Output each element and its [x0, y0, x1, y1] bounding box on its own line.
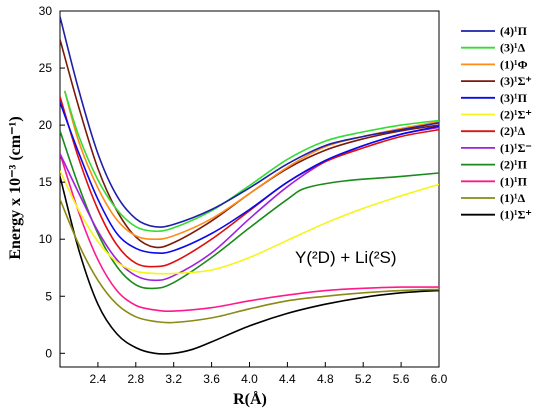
- x-tick-label: 2.8: [127, 372, 144, 386]
- legend-label: (2)¹Σ⁺: [500, 108, 532, 122]
- series-line: [60, 153, 439, 313]
- series-line: [63, 90, 439, 233]
- legend-label: (3)¹Σ⁺: [500, 74, 532, 88]
- series-line: [60, 170, 439, 275]
- series-line: [60, 102, 439, 254]
- legend-label: (1)¹Π: [500, 174, 528, 188]
- legend-label: (1)¹Σ⁺: [500, 208, 532, 222]
- legend: (4)¹Π (3)¹Δ (1)¹Φ (3)¹Σ⁺ (3)¹Π (2)¹Σ⁺ (2)¹Δ (1)…: [461, 24, 532, 222]
- x-tick-label: 4.4: [279, 372, 296, 386]
- x-tick-label: 3.6: [203, 372, 220, 386]
- legend-label: (3)¹Π: [500, 91, 528, 105]
- series-layer: [60, 16, 439, 355]
- y-tick-label: 10: [39, 232, 53, 246]
- series-line: [60, 130, 439, 290]
- y-tick-label: 25: [39, 61, 53, 75]
- y-axis-title: Energy x 10⁻³ (cm⁻¹): [7, 116, 24, 259]
- legend-label: (2)¹Δ: [500, 124, 526, 138]
- annotation: Y(²D) + Li(²S): [295, 248, 397, 267]
- x-tick-label: 4.0: [241, 372, 258, 386]
- x-tick-label: 4.8: [317, 372, 334, 386]
- y-tick-label: 0: [45, 346, 52, 360]
- legend-label: (1)¹Σ⁻: [500, 141, 532, 155]
- legend-label: (1)¹Φ: [500, 57, 528, 71]
- axis-layer: 2.4 2.8 3.2 3.6 4.0 4.4 4.8 5.2 5.6 6.0 0 5 10 15 20 25…: [39, 4, 448, 386]
- x-axis-title: R(Å): [233, 390, 267, 408]
- legend-label: (3)¹Δ: [500, 41, 526, 55]
- series-line: [60, 176, 439, 355]
- series-line: [60, 198, 439, 324]
- y-tick-label: 20: [39, 118, 53, 132]
- legend-label: (1)¹Δ: [500, 191, 526, 205]
- legend-label: (2)¹Π: [500, 158, 528, 172]
- plot-frame: [59, 10, 440, 368]
- x-tick-label: 5.2: [355, 372, 372, 386]
- series-line: [60, 16, 439, 228]
- x-tick-label: 3.2: [165, 372, 182, 386]
- series-line: [60, 39, 439, 249]
- legend-label: (4)¹Π: [500, 24, 528, 38]
- series-line: [60, 96, 439, 268]
- y-tick-label: 15: [39, 175, 53, 189]
- x-tick-label: 2.4: [90, 372, 107, 386]
- x-tick-label: 6.0: [431, 372, 448, 386]
- x-tick-label: 5.6: [393, 372, 410, 386]
- y-tick-label: 30: [39, 4, 53, 18]
- y-tick-label: 5: [45, 289, 52, 303]
